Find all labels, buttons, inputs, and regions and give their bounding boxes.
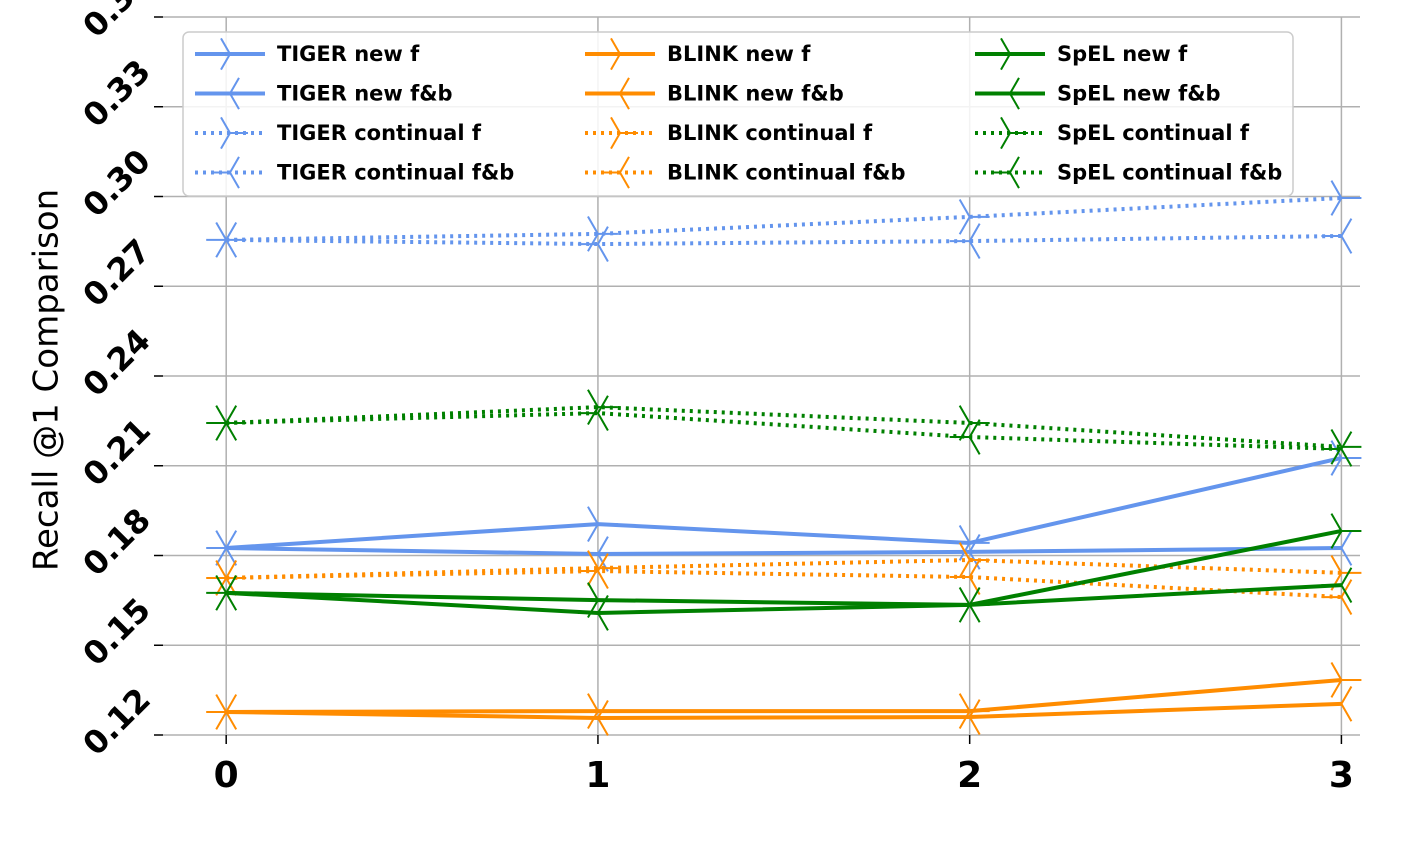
legend-marker [1000, 37, 1028, 71]
legend-label: SpEL new f&b [1057, 82, 1221, 106]
point-marker [587, 506, 618, 542]
point-marker [206, 405, 238, 441]
legend-label: BLINK new f [667, 42, 811, 66]
series-line [226, 529, 1342, 607]
legend-label: BLINK continual f [667, 121, 873, 145]
series-line [226, 701, 1342, 720]
legend-marker [220, 37, 248, 71]
series-line [226, 233, 1342, 247]
point-marker [1321, 685, 1353, 722]
legend-marker [992, 77, 1020, 110]
legend-marker [602, 77, 630, 110]
legend-marker [220, 116, 248, 150]
legend-marker [212, 77, 240, 110]
x-tick-label: 3 [1329, 755, 1354, 796]
point-marker [1321, 579, 1353, 615]
point-marker [577, 395, 609, 431]
legend-label: BLINK new f&b [667, 82, 844, 106]
legend-label: SpEL continual f [1057, 121, 1250, 145]
y-tick-label: 0.33 [75, 52, 158, 135]
point-marker [577, 595, 609, 631]
legend-label: SpEL new f [1057, 42, 1188, 66]
point-marker [1321, 567, 1353, 604]
point-marker [577, 553, 609, 589]
point-marker [1330, 662, 1362, 698]
y-tick-label: 0.21 [75, 411, 158, 494]
legend-label: TIGER continual f&b [277, 161, 514, 185]
series-line [226, 456, 1342, 551]
x-tick-label: 0 [214, 755, 239, 796]
legend-label: BLINK continual f&b [667, 161, 906, 185]
point-marker [949, 559, 981, 595]
series-line [226, 411, 1342, 451]
series-line [226, 546, 1342, 557]
series-line [226, 569, 1342, 600]
legend-marker [212, 156, 240, 189]
point-marker [949, 223, 981, 259]
point-marker [577, 226, 609, 262]
y-tick-label: 0.36 [75, 0, 158, 45]
legend: TIGER new f TIGER new f&b TIGER continual … [182, 31, 1294, 197]
legend-marker [610, 116, 638, 150]
legend-marker [992, 156, 1020, 189]
point-marker [587, 215, 618, 252]
point-marker [958, 198, 990, 235]
point-marker [1321, 218, 1353, 254]
legend-marker [1000, 116, 1028, 150]
y-tick-label: 0.15 [75, 590, 158, 673]
series-line [226, 195, 1342, 242]
point-marker [587, 582, 618, 618]
y-tick-label: 0.18 [75, 501, 158, 584]
point-marker [206, 694, 238, 730]
series-line [226, 405, 1342, 449]
y-tick-label: 0.24 [75, 321, 158, 404]
y-tick-label: 0.27 [75, 231, 158, 314]
legend-label: TIGER continual f [277, 121, 482, 145]
legend-label: SpEL continual f&b [1057, 161, 1282, 185]
y-axis-label: Recall @1 Comparison [27, 189, 67, 571]
point-marker [1330, 513, 1362, 549]
series-line [226, 583, 1342, 615]
legend-label: TIGER new f&b [277, 82, 453, 106]
point-marker [949, 586, 981, 623]
point-marker [206, 221, 238, 258]
legend-frame [182, 31, 1294, 197]
y-tick-label: 0.30 [75, 142, 158, 225]
x-tick-label: 2 [957, 755, 982, 796]
point-marker [949, 699, 981, 735]
point-marker [577, 700, 609, 736]
y-tick-label: 0.12 [75, 680, 158, 763]
series-line [226, 677, 1342, 714]
point-marker [206, 574, 238, 611]
legend-marker [610, 37, 638, 71]
point-marker [1321, 431, 1353, 467]
legend-marker [602, 156, 630, 189]
legend-label: TIGER new f [277, 42, 420, 66]
x-tick-label: 1 [585, 755, 610, 796]
point-marker [949, 419, 981, 455]
point-marker [1330, 180, 1362, 216]
point-marker [587, 389, 618, 426]
